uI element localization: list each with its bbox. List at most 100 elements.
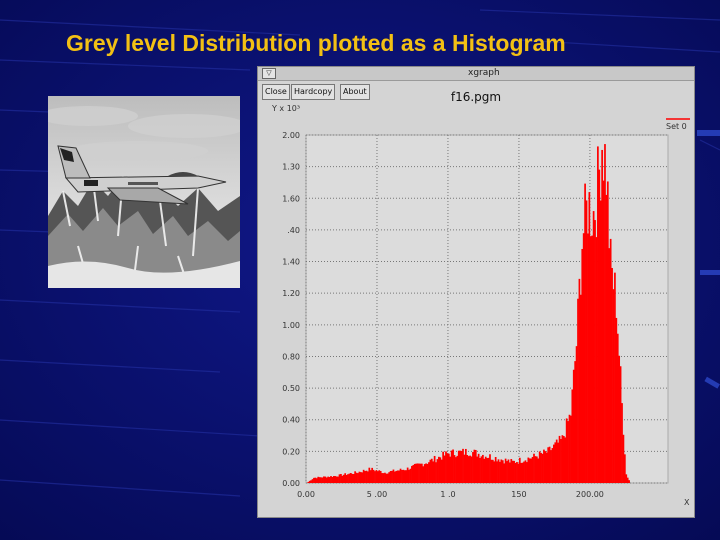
histogram-bar xyxy=(560,439,562,483)
histogram-bar xyxy=(588,192,591,483)
x-tick-label: 200.00 xyxy=(576,490,604,499)
x-tick-label: 0.00 xyxy=(297,490,315,499)
y-tick-label: 1.60 xyxy=(282,194,300,203)
xgraph-window: ▽ xgraph Close Hardcopy About f16.pgm Y … xyxy=(257,66,695,518)
histogram-bar xyxy=(311,479,314,483)
window-title: xgraph xyxy=(468,68,500,78)
histogram-bar xyxy=(472,452,474,483)
histogram-bar xyxy=(541,453,544,483)
histogram-bar xyxy=(540,452,542,483)
histogram-bar xyxy=(531,456,534,483)
histogram-bar xyxy=(328,477,331,483)
histogram-bar xyxy=(470,456,473,483)
y-tick-label: 0.00 xyxy=(282,479,300,488)
histogram-bar xyxy=(514,462,517,483)
histogram-bar xyxy=(433,455,436,483)
histogram-bar xyxy=(579,294,582,483)
histogram-bar xyxy=(572,369,575,483)
histogram-bar xyxy=(517,463,520,483)
histogram-bar xyxy=(362,469,365,483)
histogram-bar xyxy=(398,470,400,483)
histogram-bar xyxy=(464,448,467,483)
histogram-bar xyxy=(473,449,476,483)
histogram-bar xyxy=(359,472,362,483)
close-button[interactable]: Close xyxy=(262,84,290,100)
histogram-bar xyxy=(496,461,498,483)
y-tick-label: 0.20 xyxy=(282,447,300,456)
histogram-bar xyxy=(474,449,477,483)
histogram-bar xyxy=(308,480,311,483)
histogram-bar xyxy=(622,434,625,483)
histogram-bar xyxy=(450,450,453,483)
y-tick-label: .40 xyxy=(287,226,300,235)
histogram-bar xyxy=(412,465,415,483)
histogram-bar xyxy=(385,473,388,483)
hardcopy-button[interactable]: Hardcopy xyxy=(291,84,336,100)
histogram-bar xyxy=(578,278,581,483)
histogram-bar xyxy=(422,466,425,483)
histogram-bar xyxy=(482,454,484,483)
histogram-bar xyxy=(477,453,480,483)
histogram-bar xyxy=(486,458,489,483)
histogram-bar xyxy=(575,346,578,483)
histogram-bar xyxy=(527,457,530,483)
histogram-bar xyxy=(436,459,439,483)
histogram-bar xyxy=(528,458,531,483)
histogram-bar xyxy=(334,476,337,483)
histogram-bar xyxy=(355,472,358,483)
y-tick-label: 0.50 xyxy=(282,384,300,393)
histogram-bar xyxy=(568,414,571,483)
histogram-bar xyxy=(530,458,533,483)
histogram-bar xyxy=(521,462,524,483)
histogram-bar xyxy=(614,272,616,483)
histogram-bar xyxy=(396,470,399,483)
histogram-bar xyxy=(479,457,481,483)
histogram-bar xyxy=(347,474,349,483)
histogram-bar xyxy=(544,451,547,483)
histogram-bar xyxy=(611,267,613,483)
histogram-bar xyxy=(352,474,355,483)
histogram-bar xyxy=(535,456,538,483)
histogram-bar xyxy=(394,471,396,483)
histogram-bar xyxy=(338,474,341,483)
histogram-bar xyxy=(442,451,444,483)
histogram-bar xyxy=(399,468,402,483)
histogram-bar xyxy=(511,460,514,483)
histogram-bar xyxy=(331,476,334,483)
histogram-bar xyxy=(602,180,605,483)
histogram-bar xyxy=(595,237,598,483)
histogram-bar xyxy=(628,480,630,483)
histogram-bar xyxy=(409,468,412,483)
histogram-bar xyxy=(376,471,379,483)
x-axis-label: X xyxy=(684,498,690,507)
histogram-bar xyxy=(425,463,427,483)
histogram-bar xyxy=(625,474,628,483)
histogram-bar xyxy=(423,464,426,483)
histogram-bar xyxy=(570,415,572,483)
histogram-bar xyxy=(526,462,528,483)
histogram-plot: f16.pgm Y x 10³ X Set 0 0.00 0.20 0.40 0.50… xyxy=(271,90,690,507)
histogram-bar xyxy=(386,473,389,483)
window-titlebar[interactable]: ▽ xgraph xyxy=(258,67,694,81)
histogram-bar xyxy=(490,459,493,483)
histogram-bar xyxy=(446,453,449,483)
histogram-bar xyxy=(597,146,599,483)
histogram-bar xyxy=(315,478,318,483)
histogram-bar xyxy=(395,470,398,483)
histogram-bar xyxy=(358,471,361,483)
histogram-bar xyxy=(344,473,347,483)
histogram-bar xyxy=(327,476,330,483)
histogram-bar xyxy=(589,236,592,483)
histogram-bar xyxy=(330,476,332,483)
histogram-bar xyxy=(551,448,554,483)
x-tick-label: 150 xyxy=(511,490,526,499)
histogram-bar xyxy=(562,436,565,483)
histogram-bar xyxy=(354,471,356,483)
about-button[interactable]: About xyxy=(340,84,370,100)
y-axis-label: Y x 10³ xyxy=(271,104,300,113)
histogram-bar xyxy=(374,471,376,483)
histogram-bar xyxy=(513,460,515,483)
x-tick-label: 5 .00 xyxy=(367,490,387,499)
histogram-bar xyxy=(456,455,459,483)
window-menu-icon[interactable]: ▽ xyxy=(262,68,276,79)
